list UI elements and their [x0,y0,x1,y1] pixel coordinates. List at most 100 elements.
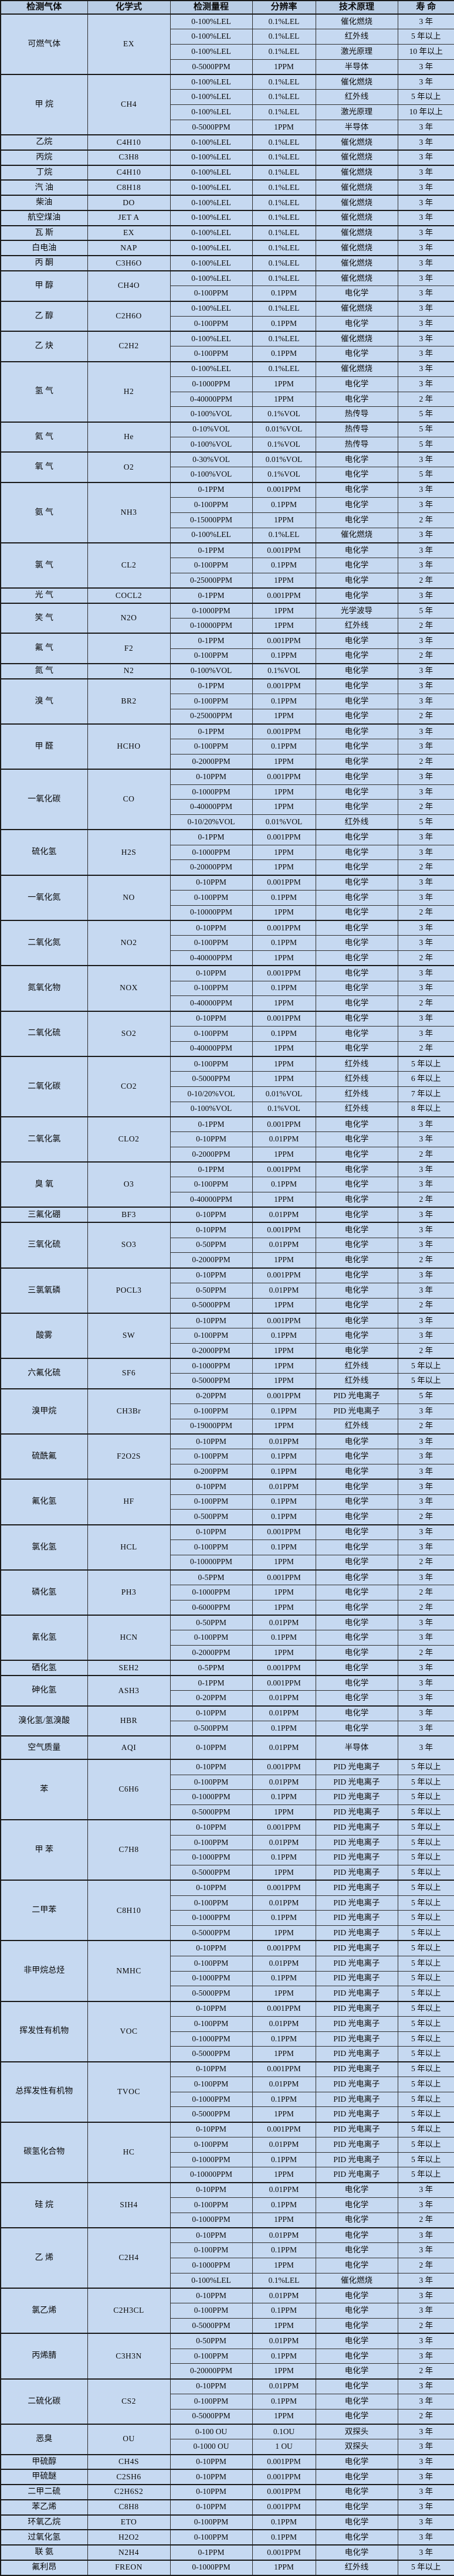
lifespan-cell: 2 年 [397,1041,454,1057]
resolution-cell: 0.1%LEL [252,300,316,317]
principle-cell: 电化学 [315,286,398,302]
resolution-cell: 0.01PPM [252,1735,316,1760]
lifespan-cell: 3 年 [397,542,454,559]
table-row: 0-1000 OU 1 OU 双探头 3 年 [1,2439,454,2455]
range-cell: 0-20PPM [170,1690,253,1707]
lifespan-cell: 2 年 [397,1645,454,1661]
range-cell: 0-10PPM [170,2484,253,2500]
lifespan-cell: 5 年以上 [397,2106,454,2123]
lifespan-cell: 3 年 [397,361,454,377]
resolution-cell: 1PPM [252,1925,316,1941]
lifespan-cell: 5 年以上 [397,2121,454,2137]
range-cell: 0-100%LEL [170,195,253,211]
lifespan-cell: 2 年 [397,1146,454,1163]
range-cell: 0-50PPM [170,1615,253,1631]
principle-cell: 半导体 [315,1735,398,1760]
gas-name-cell: 甲 醛 [0,723,88,770]
resolution-cell: 0.01PPM [252,1834,316,1851]
formula-cell: VOC [87,2000,171,2062]
lifespan-cell: 3 年 [397,376,454,392]
table-row: 甲 醛 HCHO 0-1PPM 0.001PPM 电化学 3 年 [0,723,454,770]
table-row: 0-40000PPM 1PPM 电化学 2 年 [1,391,454,407]
range-cell: 0-100%LEL [170,225,253,241]
range-cell: 0-25000PPM [170,572,253,589]
lifespan-cell: 3 年 [397,1161,454,1178]
resolution-cell: 1PPM [252,2167,316,2183]
range-cell: 0-100%LEL [170,149,253,166]
table-row: 0-100PPM 0.01PPM PID 光电离子 5 年以上 [1,1774,454,1790]
table-row: 0-2000PPM 1PPM 电化学 2 年 [1,754,454,770]
principle-cell: PID 光电离子 [315,2016,398,2032]
lifespan-cell: 2 年 [397,2318,454,2334]
lifespan-cell: 3 年 [397,179,454,196]
table-row: 0-500PPM 0.1PPM 电化学 2 年 [1,1509,454,1525]
formula-cell: C8H10 [87,1880,171,1941]
lifespan-cell: 3 年 [397,784,454,800]
resolution-cell: 0.1PPM [252,648,316,664]
range-cell: 0-100PPM [170,2348,253,2364]
resolution-cell: 0.1PPM [252,1630,316,1646]
formula-cell: CO [87,769,171,830]
formula-cell: DO [87,195,171,211]
lifespan-cell: 3 年 [397,1116,454,1133]
table-row: 0-100PPM 0.01PPM PID 光电离子 5 年以上 [1,1895,454,1911]
lifespan-cell: 3 年 [397,2242,454,2259]
table-row: 0-100PPM 0.1PPM 电化学 3 年 [1,286,454,302]
range-cell: 0-1000PPM [170,2152,253,2168]
gas-name-cell: 一氧化氮 [0,874,88,921]
lifespan-cell: 5 年以上 [397,1925,454,1941]
range-cell: 0-20000PPM [170,859,253,876]
resolution-cell: 0.1PPM [252,1025,316,1042]
resolution-cell: 0.001PPM [252,2499,316,2516]
lifespan-cell: 3 年 [397,2197,454,2213]
formula-cell: H2O2 [87,2529,171,2546]
table-row: 二氧化氯 CLO2 0-1PPM 0.001PPM 电化学 3 年 [0,1116,454,1163]
resolution-cell: 1PPM [252,1041,316,1057]
range-cell: 0-100%VOL [170,436,253,453]
range-cell: 0-100PPM [170,497,253,513]
lifespan-cell: 5 年以上 [397,1819,454,1836]
lifespan-cell: 3 年 [397,1705,454,1722]
principle-cell: 红外线 [315,1071,398,1087]
principle-cell: 电化学 [315,1599,398,1616]
principle-cell: 电化学 [315,1146,398,1163]
principle-cell: 半导体 [315,119,398,135]
table-row: 0-100PPM 0.1PPM 电化学 3 年 [1,1177,454,1193]
lifespan-cell: 3 年 [397,1312,454,1329]
principle-cell: 电化学 [315,2378,398,2394]
lifespan-cell: 2 年 [397,799,454,815]
resolution-cell: 0.01PPM [252,2288,316,2304]
principle-cell: 电化学 [315,2484,398,2500]
gas-name-cell: 三氟化硼 [0,1207,88,1223]
range-cell: 0-100PPM [170,1025,253,1042]
lifespan-cell: 3 年 [397,1721,454,1736]
resolution-cell: 0.1PPM [252,693,316,709]
range-cell: 0-200PPM [170,1464,253,1480]
resolution-cell: 1PPM [252,1645,316,1661]
principle-cell: PID 光电离子 [315,1819,398,1836]
table-row: 0-100PPM 0.1PPM 电化学 3 年 [1,1025,454,1042]
formula-cell: CL2 [87,542,171,589]
lifespan-cell: 3 年 [397,693,454,709]
lifespan-cell: 3 年 [397,1403,454,1419]
range-cell: 0-100%LEL [170,13,253,30]
range-cell: 0-1000PPM [170,1970,253,1987]
principle-cell: PID 光电离子 [315,2046,398,2062]
table-row: 0-100%LEL 0.1%LEL 催化燃烧 3 年 [1,527,454,543]
formula-cell: COCL2 [87,587,171,604]
principle-cell: 电化学 [315,391,398,407]
formula-cell: CH3Br [87,1388,171,1435]
range-cell: 0-1PPM [170,2544,253,2561]
lifespan-cell: 3 年 [397,481,454,498]
resolution-cell: 0.1%LEL [252,149,316,166]
lifespan-cell: 2 年 [397,2212,454,2228]
principle-cell: 催化燃烧 [315,195,398,211]
table-row: 氢 气 H2 0-100%LEL 0.1%LEL 催化燃烧 3 年 [0,361,454,423]
resolution-cell: 0.1PPM [252,2529,316,2546]
lifespan-cell: 3 年 [397,2181,454,2198]
range-cell: 0-10PPM [170,1222,253,1238]
range-cell: 0-100%LEL [170,209,253,226]
resolution-cell: 0.1%LEL [252,527,316,543]
lifespan-cell: 3 年 [397,1010,454,1027]
